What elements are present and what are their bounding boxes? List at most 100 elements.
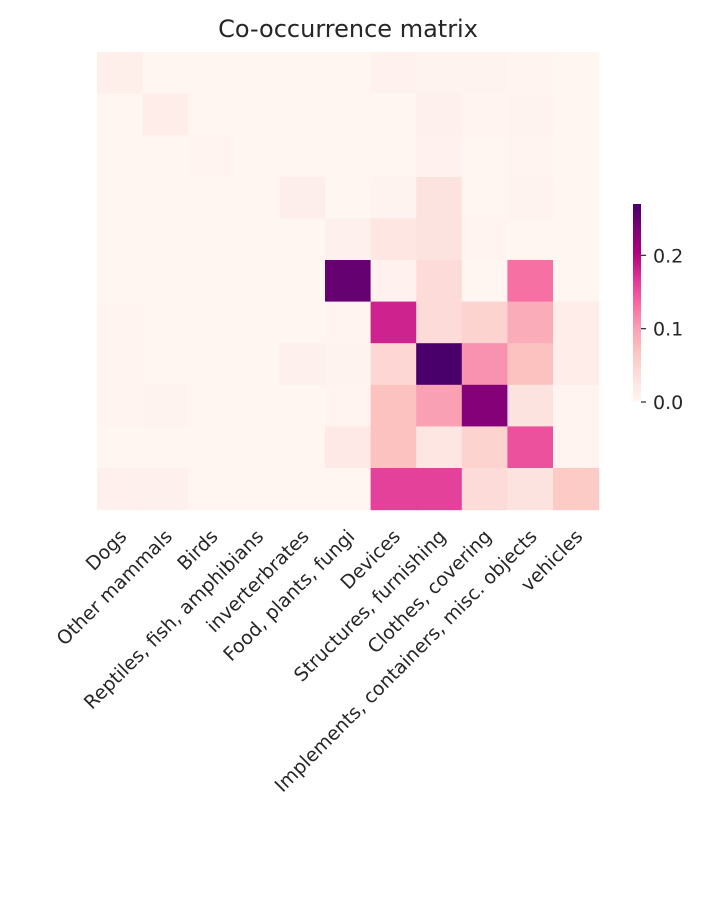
heatmap-cell (142, 343, 189, 386)
heatmap-cell (97, 426, 144, 469)
heatmap-cell (325, 384, 372, 427)
heatmap-cell (279, 343, 326, 386)
heatmap-cell (188, 468, 235, 511)
heatmap-cell (553, 260, 600, 303)
heatmap-cell (370, 218, 417, 261)
heatmap-cell (188, 260, 235, 303)
heatmap-cell (553, 384, 600, 427)
heatmap-cell (233, 426, 280, 469)
heatmap-cell (416, 384, 463, 427)
heatmap-cell (142, 52, 189, 95)
heatmap-cell (507, 176, 554, 219)
heatmap-cell (233, 343, 280, 386)
colorbar-tick-label: 0.1 (653, 319, 683, 341)
heatmap-cell (97, 468, 144, 511)
heatmap-cell (507, 468, 554, 511)
heatmap-cell (416, 218, 463, 261)
heatmap-cell (553, 218, 600, 261)
heatmap-cell (97, 93, 144, 136)
heatmap-cell (233, 176, 280, 219)
heatmap-cell (97, 218, 144, 261)
heatmap-cell (279, 426, 326, 469)
heatmap-cell (233, 468, 280, 511)
heatmap-cell (325, 218, 372, 261)
heatmap-cell (461, 384, 508, 427)
heatmap-cell (461, 468, 508, 511)
heatmap-cell (325, 260, 372, 303)
heatmap-cell (370, 135, 417, 178)
heatmap-cell (461, 343, 508, 386)
heatmap-cell (553, 135, 600, 178)
heatmap-cell (370, 260, 417, 303)
heatmap-cell (370, 426, 417, 469)
heatmap-cell (325, 135, 372, 178)
heatmap-cell (97, 135, 144, 178)
colorbar-gradient (633, 204, 641, 402)
colorbar: 0.0 0.1 0.2 (633, 204, 683, 414)
heatmap-cell (188, 176, 235, 219)
heatmap-cell (507, 218, 554, 261)
heatmap-cell (279, 135, 326, 178)
heatmap-cell (279, 468, 326, 511)
heatmap-cell (233, 218, 280, 261)
heatmap-cell (142, 301, 189, 344)
heatmap-cell (325, 301, 372, 344)
heatmap-cell (507, 384, 554, 427)
heatmap-cell (325, 52, 372, 95)
heatmap-cell (507, 52, 554, 95)
heatmap-cell (461, 218, 508, 261)
heatmap-cell (416, 135, 463, 178)
heatmap-cell (142, 218, 189, 261)
heatmap-cell (553, 343, 600, 386)
heatmap-cell (279, 52, 326, 95)
heatmap-cell (461, 135, 508, 178)
heatmap-cell (325, 426, 372, 469)
heatmap-cell (416, 260, 463, 303)
heatmap-cell (416, 426, 463, 469)
heatmap-cell (142, 176, 189, 219)
heatmap-cell (97, 52, 144, 95)
heatmap-cell (416, 93, 463, 136)
colorbar-tick-label: 0.2 (653, 245, 683, 267)
heatmap-cell (279, 260, 326, 303)
heatmap-cell (461, 93, 508, 136)
heatmap-cell (142, 93, 189, 136)
heatmap-cell (370, 384, 417, 427)
heatmap-cell (507, 426, 554, 469)
heatmap-cell (553, 52, 600, 95)
colorbar-tick-label: 0.0 (653, 392, 683, 414)
heatmap-cell (507, 343, 554, 386)
heatmap-cell (370, 176, 417, 219)
heatmap-cell (142, 260, 189, 303)
heatmap-cell (461, 301, 508, 344)
heatmap-cell (188, 301, 235, 344)
heatmap-cell (325, 343, 372, 386)
heatmap-cell (279, 93, 326, 136)
heatmap-cell (233, 260, 280, 303)
heatmap-cell (97, 260, 144, 303)
heatmap-cell (507, 260, 554, 303)
heatmap-cell (97, 384, 144, 427)
heatmap-cell (325, 176, 372, 219)
heatmap-cell (233, 135, 280, 178)
heatmap-cell (507, 135, 554, 178)
heatmap-cell (370, 93, 417, 136)
heatmap-cell (279, 176, 326, 219)
heatmap-cell (188, 384, 235, 427)
heatmap-cell (233, 93, 280, 136)
heatmap-cell (188, 426, 235, 469)
heatmap-cell (142, 135, 189, 178)
heatmap-cell (553, 176, 600, 219)
heatmap-cell (279, 218, 326, 261)
heatmap-cell (507, 301, 554, 344)
heatmap-cell (461, 426, 508, 469)
heatmap-cell (370, 301, 417, 344)
heatmap-cell (461, 176, 508, 219)
heatmap-cell (370, 343, 417, 386)
heatmap-cell (188, 93, 235, 136)
heatmap-cell (461, 260, 508, 303)
heatmap-cell (553, 301, 600, 344)
heatmap-cell (188, 343, 235, 386)
